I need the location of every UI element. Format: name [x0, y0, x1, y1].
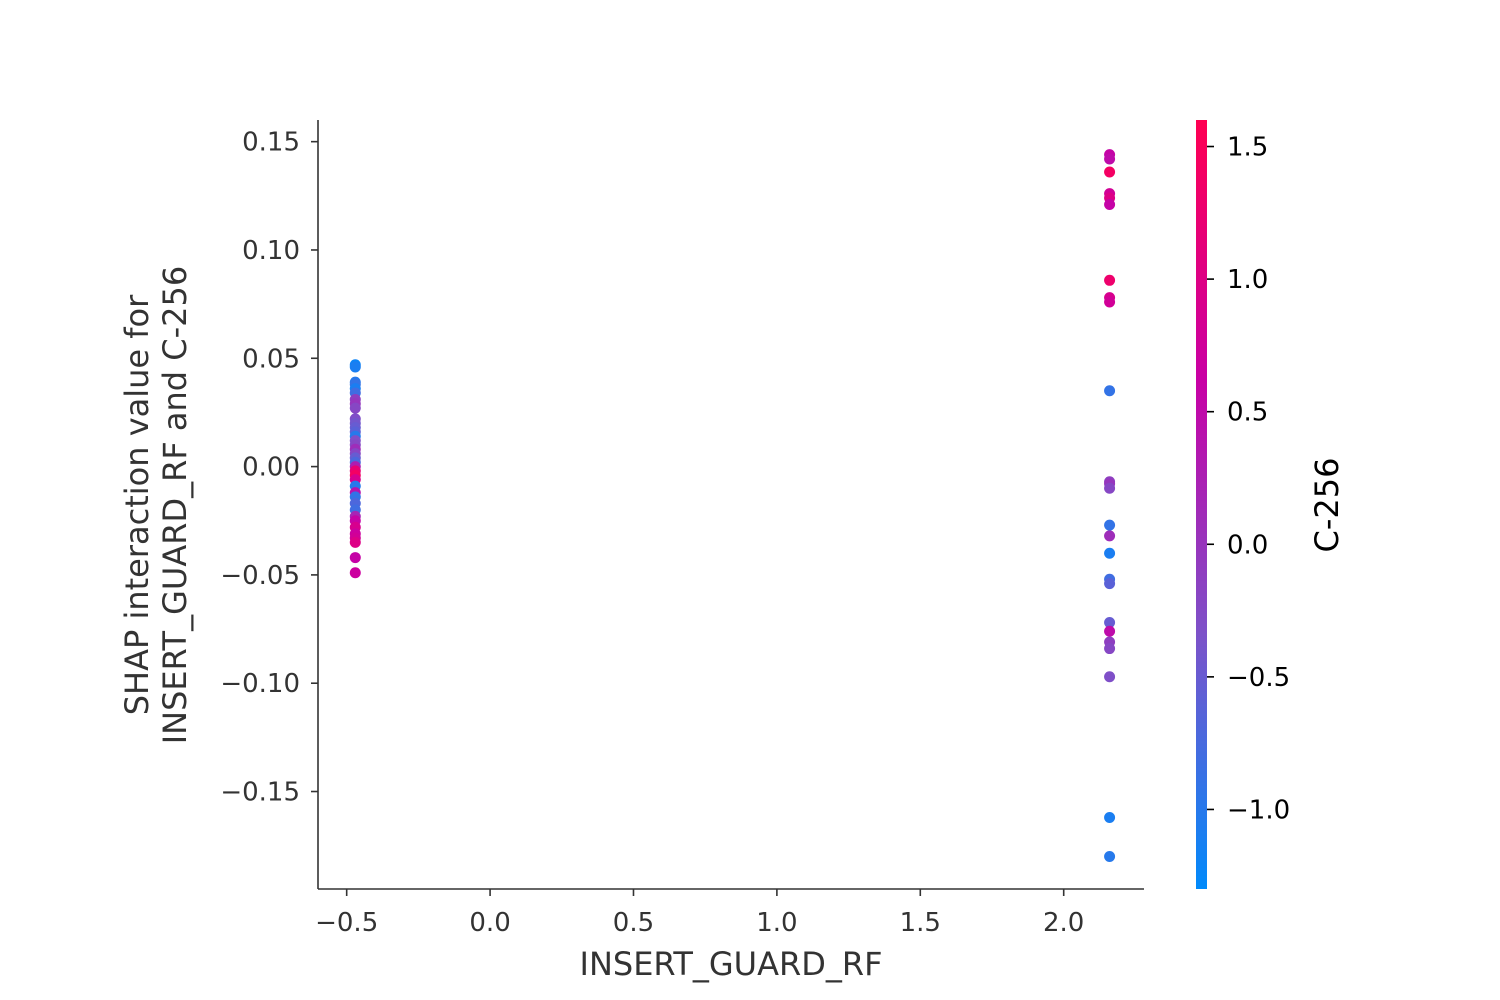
scatter-point — [1104, 671, 1116, 683]
scatter-point — [1104, 274, 1116, 286]
scatter-point — [1104, 519, 1116, 531]
x-axis-ticks: −0.5 0.0 0.5 1.0 1.5 2.0 — [315, 889, 1084, 938]
scatter-point — [1104, 851, 1116, 863]
scatter-point — [1104, 547, 1116, 559]
y-axis-label-line-1: SHAP interaction value for — [118, 294, 156, 715]
y-tick-label: −0.10 — [220, 669, 300, 699]
colorbar-ticks: 1.5 1.0 0.5 0.0 −0.5 −1.0 — [1207, 133, 1290, 825]
scatter-point — [349, 567, 361, 579]
y-tick-label: −0.15 — [220, 778, 300, 808]
scatter-point — [1104, 166, 1116, 178]
y-axis-label: SHAP interaction value for INSERT_GUARD_… — [118, 266, 194, 745]
scatter-point — [1104, 578, 1116, 590]
colorbar-tick-label: 1.5 — [1227, 133, 1268, 163]
x-tick-label: 1.0 — [756, 908, 797, 938]
colorbar-tick-label: −0.5 — [1227, 663, 1290, 693]
colorbar — [1196, 120, 1207, 889]
scatter-point — [1104, 153, 1116, 165]
colorbar-label: C-256 — [1308, 458, 1346, 553]
colorbar-tick-label: 1.0 — [1227, 265, 1268, 295]
scatter-point — [1104, 812, 1116, 824]
x-tick-label: 0.5 — [613, 908, 654, 938]
x-tick-label: 1.5 — [900, 908, 941, 938]
colorbar-tick-label: 0.5 — [1227, 398, 1268, 428]
scatter-point — [1104, 625, 1116, 637]
x-tick-label: 2.0 — [1043, 908, 1084, 938]
scatter-point — [1104, 482, 1116, 494]
y-tick-label: −0.05 — [220, 561, 300, 591]
colorbar-tick-label: −1.0 — [1227, 795, 1290, 825]
x-tick-label: 0.0 — [469, 908, 510, 938]
y-axis-label-line-2: INSERT_GUARD_RF and C-256 — [156, 266, 194, 745]
scatter-point — [1104, 385, 1116, 397]
scatter-point — [1104, 643, 1116, 655]
scatter-points — [349, 149, 1116, 863]
y-tick-label: 0.05 — [242, 344, 300, 374]
scatter-point — [349, 536, 361, 548]
scatter-point — [349, 361, 361, 373]
colorbar-tick-label: 0.0 — [1227, 530, 1268, 560]
scatter-point — [349, 552, 361, 564]
scatter-point — [1104, 198, 1116, 210]
scatter-point — [1104, 296, 1116, 308]
y-tick-label: 0.00 — [242, 453, 300, 483]
scatter-point — [349, 402, 361, 414]
scatter-point — [1104, 617, 1116, 629]
y-tick-label: 0.10 — [242, 236, 300, 266]
y-tick-label: 0.15 — [242, 128, 300, 158]
x-axis-label: INSERT_GUARD_RF — [580, 945, 883, 983]
x-tick-label: −0.5 — [315, 908, 378, 938]
scatter-point — [1104, 530, 1116, 542]
y-axis-ticks: 0.15 0.10 0.05 0.00 −0.05 −0.10 −0.15 — [220, 128, 318, 808]
